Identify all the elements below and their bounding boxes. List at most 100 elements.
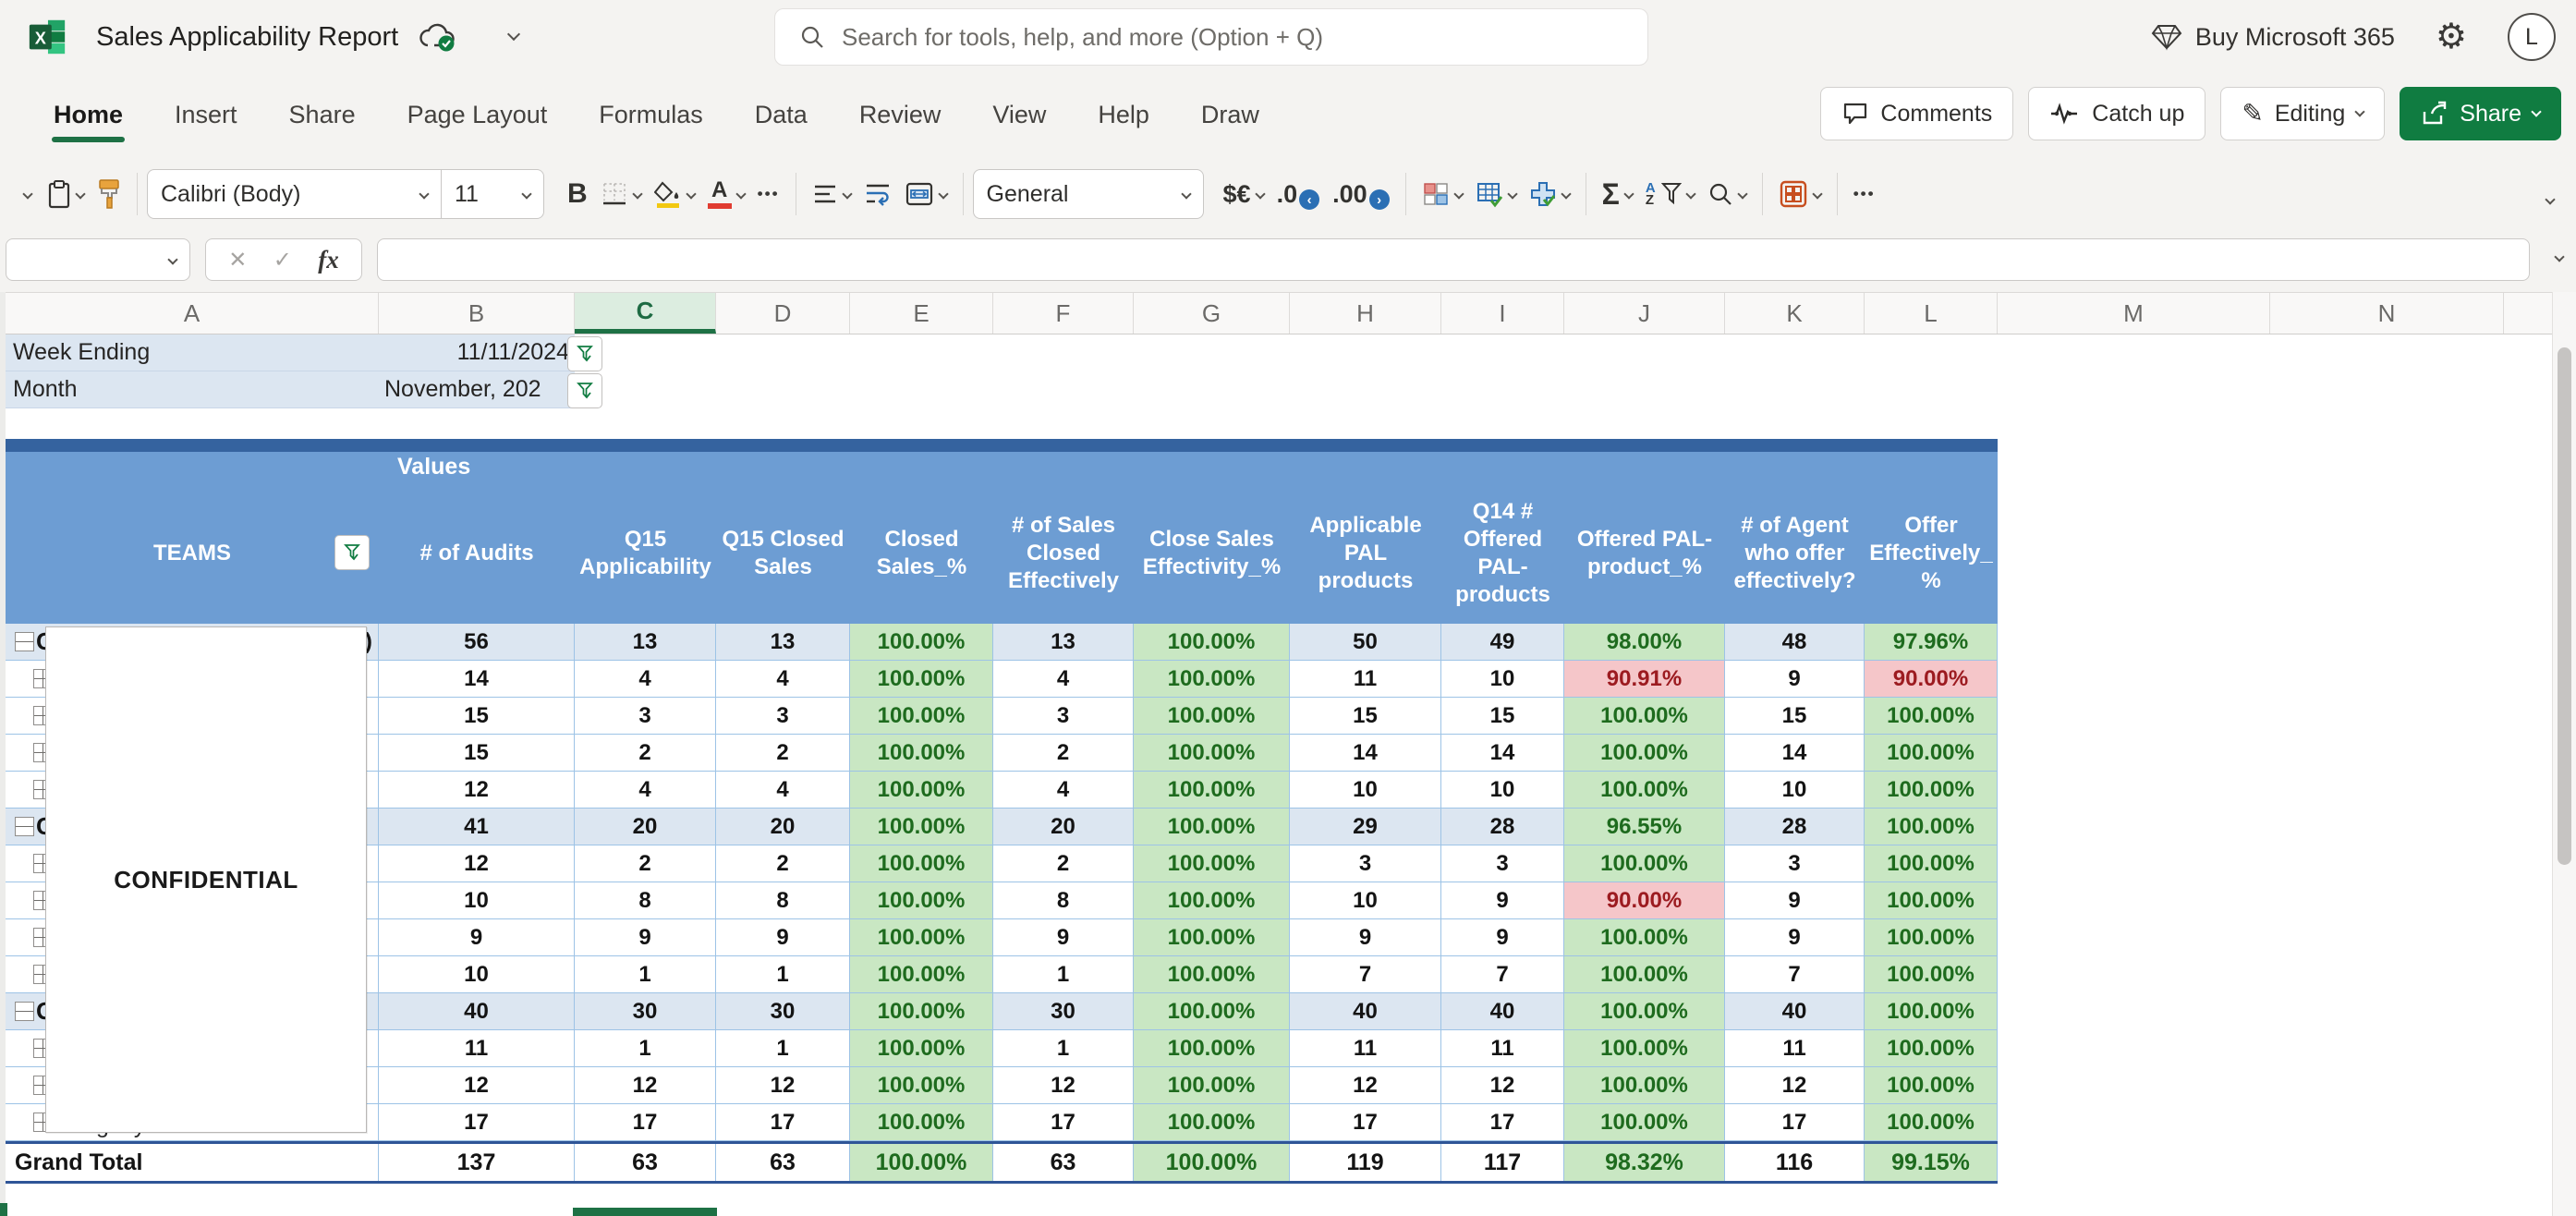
pivot-cell[interactable]: 100.00% [1865, 1067, 1998, 1104]
insert-cells-button[interactable] [1523, 175, 1576, 213]
number-format-select[interactable]: General [972, 169, 1204, 219]
column-header-J[interactable]: J [1564, 293, 1725, 334]
column-header-N[interactable]: N [2270, 293, 2504, 334]
column-header-M[interactable]: M [1998, 293, 2270, 334]
pivot-column-header[interactable]: Offer Effectively_% [1865, 483, 1998, 624]
pivot-cell[interactable]: 12 [1441, 1067, 1564, 1104]
info-filter-icon[interactable] [567, 373, 602, 408]
pivot-cell[interactable]: 2 [575, 735, 716, 772]
pivot-column-header[interactable]: Q15 Closed Sales [716, 483, 850, 624]
pivot-cell[interactable]: 100.00% [1134, 698, 1290, 735]
formula-bar-expand-chevron-icon[interactable] [2554, 251, 2565, 262]
pivot-cell[interactable]: 12 [379, 1067, 575, 1104]
active-sheet-tab-indicator[interactable] [573, 1208, 717, 1216]
pivot-cell[interactable]: 40 [1441, 993, 1564, 1030]
pivot-cell[interactable]: 100.00% [1865, 845, 1998, 882]
pivot-cell[interactable]: 12 [379, 845, 575, 882]
pivot-cell[interactable]: 100.00% [1134, 661, 1290, 698]
pivot-cell[interactable]: 12 [1725, 1067, 1865, 1104]
editing-mode-button[interactable]: ✎ Editing [2220, 87, 2386, 140]
info-filter-icon[interactable] [567, 336, 602, 371]
bold-button[interactable]: B [561, 173, 594, 215]
pivot-column-header[interactable]: Close Sales Effectivity_% [1134, 483, 1290, 624]
pivot-cell[interactable]: 41 [379, 809, 575, 845]
pivot-cell[interactable]: 100.00% [1865, 1104, 1998, 1141]
grand-total-cell[interactable]: 137 [379, 1144, 575, 1181]
pivot-cell[interactable]: 2 [716, 735, 850, 772]
pivot-cell[interactable]: 7 [1441, 956, 1564, 993]
pivot-cell[interactable]: 17 [1725, 1104, 1865, 1141]
fill-color-button[interactable] [648, 174, 701, 214]
name-box[interactable] [6, 238, 190, 281]
tab-page-layout[interactable]: Page Layout [407, 100, 548, 128]
pivot-cell[interactable]: 9 [1725, 882, 1865, 919]
column-header-L[interactable]: L [1865, 293, 1998, 334]
pivot-cell[interactable]: 9 [1725, 919, 1865, 956]
pivot-cell[interactable]: 4 [993, 772, 1134, 809]
grand-total-cell[interactable]: 63 [575, 1144, 716, 1181]
comments-button[interactable]: Comments [1820, 87, 2014, 140]
pivot-cell[interactable]: 98.00% [1564, 624, 1725, 661]
pivot-cell[interactable]: 3 [1290, 845, 1441, 882]
collapse-group-icon[interactable] [15, 632, 34, 651]
grand-total-cell[interactable]: 63 [716, 1144, 850, 1181]
pivot-cell[interactable]: 1 [575, 1030, 716, 1067]
pivot-cell[interactable]: 4 [716, 661, 850, 698]
pivot-cell[interactable]: 100.00% [1865, 956, 1998, 993]
pivot-cell[interactable]: 13 [575, 624, 716, 661]
search-bar[interactable] [774, 8, 1648, 66]
column-header-F[interactable]: F [993, 293, 1134, 334]
collapse-group-icon[interactable] [15, 1002, 34, 1021]
merge-cells-button[interactable] [898, 175, 954, 213]
column-header-E[interactable]: E [850, 293, 993, 334]
column-header-C[interactable]: C [575, 293, 716, 334]
pivot-cell[interactable]: 100.00% [1134, 735, 1290, 772]
wrap-text-button[interactable] [857, 176, 898, 213]
grand-total-cell[interactable]: 119 [1290, 1144, 1441, 1181]
pivot-cell[interactable]: 20 [993, 809, 1134, 845]
pivot-cell[interactable]: 3 [1441, 845, 1564, 882]
pivot-cell[interactable]: 100.00% [850, 956, 993, 993]
pivot-cell[interactable]: 100.00% [1134, 809, 1290, 845]
pivot-cell[interactable]: 15 [1725, 698, 1865, 735]
pivot-cell[interactable]: 100.00% [1865, 735, 1998, 772]
pivot-cell[interactable]: 1 [716, 1030, 850, 1067]
search-input[interactable] [842, 22, 1544, 52]
pivot-cell[interactable]: 40 [379, 993, 575, 1030]
pivot-cell[interactable]: 100.00% [850, 735, 993, 772]
pivot-column-header[interactable]: Offered PAL-product_% [1564, 483, 1725, 624]
pivot-cell[interactable]: 9 [1725, 661, 1865, 698]
pivot-cell[interactable]: 97.96% [1865, 624, 1998, 661]
pivot-cell[interactable]: 15 [379, 735, 575, 772]
account-avatar[interactable]: L [2508, 13, 2556, 61]
grand-total-cell[interactable]: 100.00% [850, 1144, 993, 1181]
pivot-cell[interactable]: 100.00% [1564, 845, 1725, 882]
pivot-cell[interactable]: 49 [1441, 624, 1564, 661]
pivot-cell[interactable]: 14 [1725, 735, 1865, 772]
autosum-button[interactable]: Σ [1596, 172, 1639, 217]
pivot-cell[interactable]: 7 [1725, 956, 1865, 993]
pivot-cell[interactable]: 100.00% [1564, 1030, 1725, 1067]
pivot-cell[interactable]: 20 [575, 809, 716, 845]
pivot-cell[interactable]: 100.00% [850, 809, 993, 845]
pivot-cell[interactable]: 2 [716, 845, 850, 882]
pivot-cell[interactable]: 100.00% [850, 919, 993, 956]
scrollbar-thumb[interactable] [2558, 347, 2571, 865]
tab-help[interactable]: Help [1098, 100, 1149, 128]
grand-total-cell[interactable]: 98.32% [1564, 1144, 1725, 1181]
pivot-cell[interactable]: 100.00% [850, 845, 993, 882]
vertical-scrollbar[interactable] [2552, 292, 2576, 1216]
pivot-cell[interactable]: 9 [716, 919, 850, 956]
pivot-cell[interactable]: 10 [1725, 772, 1865, 809]
font-color-button[interactable]: A [701, 174, 751, 214]
formula-input[interactable] [377, 238, 2530, 281]
pivot-cell[interactable]: 100.00% [1865, 809, 1998, 845]
pivot-cell[interactable]: 100.00% [850, 772, 993, 809]
excel-logo-icon[interactable]: X [26, 16, 68, 58]
pivot-cell[interactable]: 1 [993, 1030, 1134, 1067]
insert-function-icon[interactable]: fx [318, 245, 339, 274]
font-name-select[interactable]: Calibri (Body) [148, 170, 441, 218]
pivot-cell[interactable]: 3 [1725, 845, 1865, 882]
saved-cloud-check-icon[interactable] [419, 21, 457, 53]
pivot-cell[interactable]: 100.00% [1865, 993, 1998, 1030]
